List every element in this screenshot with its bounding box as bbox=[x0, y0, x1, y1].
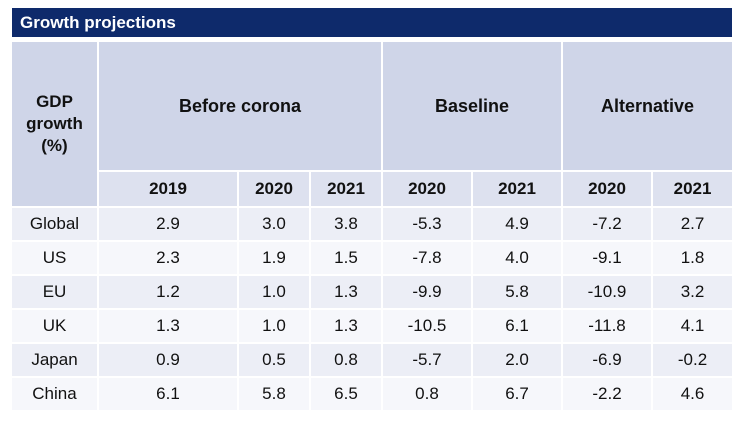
table-cell: 4.9 bbox=[472, 207, 564, 242]
table-cell: 1.8 bbox=[652, 241, 733, 276]
table-cell: -9.1 bbox=[562, 241, 654, 276]
year-header: 2019 bbox=[98, 171, 239, 208]
gdp-growth-header: GDP growth (%) bbox=[12, 42, 99, 208]
year-header: 2021 bbox=[472, 171, 564, 208]
table-cell: 4.1 bbox=[652, 309, 733, 344]
table-cell: 6.1 bbox=[98, 377, 239, 412]
table-cell: 6.1 bbox=[472, 309, 564, 344]
growth-projections-table-card: Growth projections GDP growth (%) Before… bbox=[12, 8, 733, 412]
table-cell: 2.9 bbox=[98, 207, 239, 242]
table-cell: -7.8 bbox=[382, 241, 473, 276]
table-cell: 1.3 bbox=[310, 275, 383, 310]
gdp-header-line: (%) bbox=[41, 136, 68, 155]
table-cell: -5.7 bbox=[382, 343, 473, 378]
row-label: UK bbox=[12, 309, 99, 344]
table-row: US 2.3 1.9 1.5 -7.8 4.0 -9.1 1.8 bbox=[12, 241, 733, 276]
year-header: 2020 bbox=[382, 171, 473, 208]
table-cell: -10.9 bbox=[562, 275, 654, 310]
group-header-alternative: Alternative bbox=[562, 42, 733, 172]
table-cell: 1.3 bbox=[310, 309, 383, 344]
table-cell: -9.9 bbox=[382, 275, 473, 310]
table-cell: -0.2 bbox=[652, 343, 733, 378]
table-cell: 3.8 bbox=[310, 207, 383, 242]
table-row: UK 1.3 1.0 1.3 -10.5 6.1 -11.8 4.1 bbox=[12, 309, 733, 344]
group-header-before-corona: Before corona bbox=[98, 42, 383, 172]
table-cell: 4.6 bbox=[652, 377, 733, 412]
year-header: 2020 bbox=[562, 171, 654, 208]
table-cell: 1.2 bbox=[98, 275, 239, 310]
table-cell: -5.3 bbox=[382, 207, 473, 242]
table-cell: 0.8 bbox=[310, 343, 383, 378]
row-label: US bbox=[12, 241, 99, 276]
table-cell: 2.7 bbox=[652, 207, 733, 242]
table-cell: -7.2 bbox=[562, 207, 654, 242]
table-cell: 1.3 bbox=[98, 309, 239, 344]
table-cell: 1.0 bbox=[238, 309, 311, 344]
table-cell: 6.7 bbox=[472, 377, 564, 412]
table-cell: 3.0 bbox=[238, 207, 311, 242]
gdp-header-line: GDP bbox=[36, 92, 73, 111]
table-row: China 6.1 5.8 6.5 0.8 6.7 -2.2 4.6 bbox=[12, 377, 733, 412]
table-cell: -11.8 bbox=[562, 309, 654, 344]
table-row: Japan 0.9 0.5 0.8 -5.7 2.0 -6.9 -0.2 bbox=[12, 343, 733, 378]
table-cell: 6.5 bbox=[310, 377, 383, 412]
table-cell: 5.8 bbox=[472, 275, 564, 310]
table-row: Global 2.9 3.0 3.8 -5.3 4.9 -7.2 2.7 bbox=[12, 207, 733, 242]
table-cell: -10.5 bbox=[382, 309, 473, 344]
group-header-row: GDP growth (%) Before corona Baseline Al… bbox=[12, 42, 733, 208]
year-header: 2021 bbox=[652, 171, 733, 208]
table-cell: -2.2 bbox=[562, 377, 654, 412]
row-label: China bbox=[12, 377, 99, 412]
table-cell: 5.8 bbox=[238, 377, 311, 412]
group-header-baseline: Baseline bbox=[382, 42, 564, 172]
table-cell: 3.2 bbox=[652, 275, 733, 310]
table-cell: 1.0 bbox=[238, 275, 311, 310]
table-cell: 1.9 bbox=[238, 241, 311, 276]
year-header: 2021 bbox=[310, 171, 383, 208]
table-cell: -6.9 bbox=[562, 343, 654, 378]
table-cell: 1.5 bbox=[310, 241, 383, 276]
table-cell: 0.5 bbox=[238, 343, 311, 378]
growth-table: GDP growth (%) Before corona Baseline Al… bbox=[12, 42, 733, 412]
table-title: Growth projections bbox=[12, 8, 732, 37]
row-label: Global bbox=[12, 207, 99, 242]
gdp-header-line: growth bbox=[26, 114, 83, 133]
table-cell: 4.0 bbox=[472, 241, 564, 276]
table-cell: 2.0 bbox=[472, 343, 564, 378]
table-cell: 0.8 bbox=[382, 377, 473, 412]
row-label: Japan bbox=[12, 343, 99, 378]
year-header-row: 2019 2020 2021 2020 2021 2020 2021 bbox=[12, 171, 733, 208]
table-cell: 0.9 bbox=[98, 343, 239, 378]
table-row: EU 1.2 1.0 1.3 -9.9 5.8 -10.9 3.2 bbox=[12, 275, 733, 310]
row-label: EU bbox=[12, 275, 99, 310]
year-header: 2020 bbox=[238, 171, 311, 208]
table-cell: 2.3 bbox=[98, 241, 239, 276]
